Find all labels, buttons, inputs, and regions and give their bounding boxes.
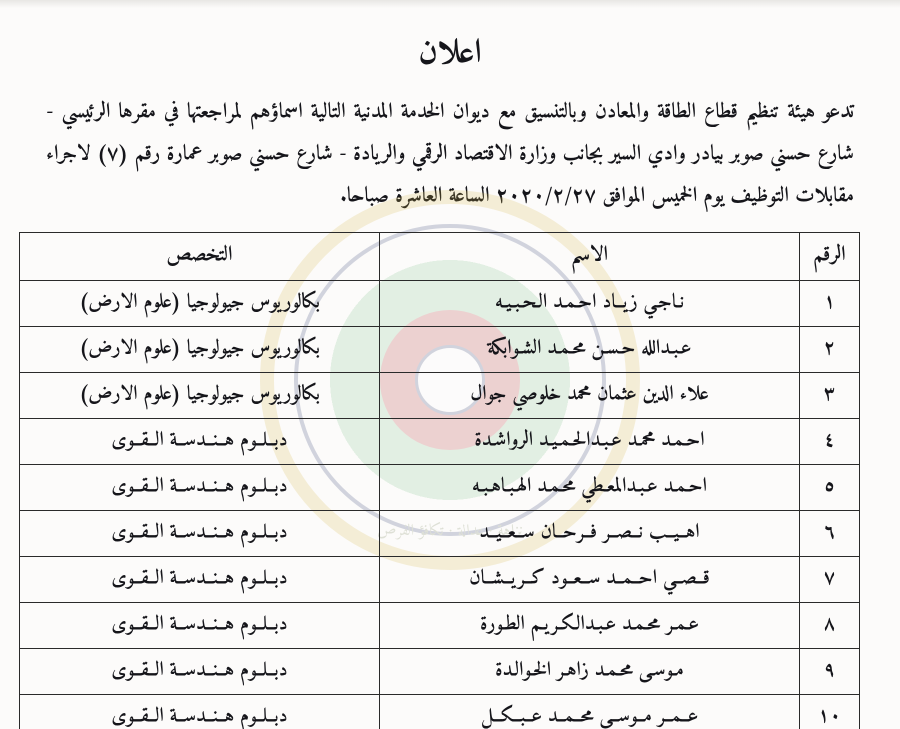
cell-name: مـوسـى محـمـد زاهـر الخـوالـدة xyxy=(380,649,800,695)
announcement-title: اعلان xyxy=(40,24,860,84)
cell-name: عـمـر محـمـد عـبـدالـكـريـم الطـورة xyxy=(380,603,800,649)
cell-num: ١ xyxy=(800,281,860,327)
cell-spec: دبــلــوم هــنــدســة الــقــوى xyxy=(20,603,380,649)
cell-spec: بكالوريوس جيولوجيا (علوم الارض) xyxy=(20,373,380,419)
cell-num: ٤ xyxy=(800,419,860,465)
table-row: ١نـاجـي زيــاد احـمـد الـحـبـيـهبكالوريو… xyxy=(20,281,860,327)
announcement-body: تدعو هيئة تنظيم قطاع الطاقة والمعادن وبا… xyxy=(46,92,854,218)
cell-name: قــصــي احــمــد ســعــود كــريــشــان xyxy=(380,557,800,603)
cell-name: عـبـدالله حـسـن محـمـد الشـوابكة xyxy=(380,327,800,373)
cell-name: احـمـد عـبـدالمعـطي محـمـد الهـبـاهـبـه xyxy=(380,465,800,511)
cell-num: ٢ xyxy=(800,327,860,373)
col-num: الرقم xyxy=(800,233,860,281)
table-row: ١٠عــمــر مــوســى محــمــد عــبــكــلدب… xyxy=(20,695,860,729)
cell-num: ٧ xyxy=(800,557,860,603)
cell-num: ٨ xyxy=(800,603,860,649)
cell-num: ٥ xyxy=(800,465,860,511)
cell-name: عــمــر مــوســى محــمــد عــبــكــل xyxy=(380,695,800,729)
scan-shadow xyxy=(0,0,900,8)
table-row: ٨عـمـر محـمـد عـبـدالـكـريـم الطـورةدبــ… xyxy=(20,603,860,649)
cell-num: ٩ xyxy=(800,649,860,695)
candidates-table: الرقم الاسم التخصص ١نـاجـي زيــاد احـمـد… xyxy=(19,232,860,729)
table-row: ٣علاء الدين عثمان محمد خلوصي جوالبكالوري… xyxy=(20,373,860,419)
col-spec: التخصص xyxy=(20,233,380,281)
cell-name: علاء الدين عثمان محمد خلوصي جوال xyxy=(380,373,800,419)
table-row: ٦اهــيــب نــصــر فــرحــان ســعــيــددب… xyxy=(20,511,860,557)
cell-num: ٣ xyxy=(800,373,860,419)
cell-spec: دبــلــوم هــنــدســة الــقــوى xyxy=(20,465,380,511)
cell-num: ٦ xyxy=(800,511,860,557)
col-name: الاسم xyxy=(380,233,800,281)
cell-spec: دبــلــوم هــنــدســة الــقــوى xyxy=(20,649,380,695)
cell-spec: بكالوريوس جيولوجيا (علوم الارض) xyxy=(20,327,380,373)
table-row: ٤احـمـد محمـد عـبـدالحـمـيـد الرواشـدةدب… xyxy=(20,419,860,465)
table-row: ٩مـوسـى محـمـد زاهـر الخـوالـدةدبــلــوم… xyxy=(20,649,860,695)
cell-num: ١٠ xyxy=(800,695,860,729)
page: نزاهة · عدالة · تكافؤ الفرص اعلان تدعو ه… xyxy=(0,0,900,729)
cell-name: نـاجـي زيــاد احـمـد الـحـبـيـه xyxy=(380,281,800,327)
cell-spec: دبــلــوم هــنــدســة الــقــوى xyxy=(20,511,380,557)
cell-spec: دبــلــوم هــنــدســة الــقــوى xyxy=(20,695,380,729)
cell-name: احـمـد محمـد عـبـدالحـمـيـد الرواشـدة xyxy=(380,419,800,465)
cell-spec: دبــلــوم هــنــدســة الــقــوى xyxy=(20,419,380,465)
table-row: ٧قــصــي احــمــد ســعــود كــريــشــاند… xyxy=(20,557,860,603)
table-header-row: الرقم الاسم التخصص xyxy=(20,233,860,281)
cell-spec: بكالوريوس جيولوجيا (علوم الارض) xyxy=(20,281,380,327)
table-row: ٥احـمـد عـبـدالمعـطي محـمـد الهـبـاهـبـه… xyxy=(20,465,860,511)
cell-name: اهــيــب نــصــر فــرحــان ســعــيــد xyxy=(380,511,800,557)
table-row: ٢عـبـدالله حـسـن محـمـد الشـوابكةبكالوري… xyxy=(20,327,860,373)
cell-spec: دبــلــوم هــنــدســة الــقــوى xyxy=(20,557,380,603)
